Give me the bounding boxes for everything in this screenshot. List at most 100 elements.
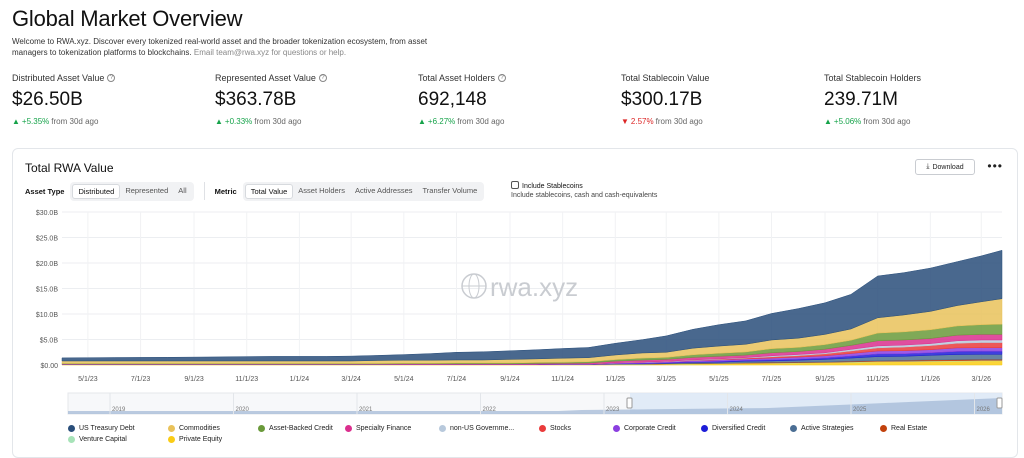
asset-type-option-distributed[interactable]: Distributed bbox=[72, 183, 121, 199]
change-percent: +0.33% bbox=[224, 117, 253, 126]
download-button[interactable]: ⤓ Download bbox=[915, 159, 975, 175]
x-tick-label: 3/1/24 bbox=[341, 376, 361, 383]
legend-label: Specialty Finance bbox=[356, 425, 412, 432]
x-tick-label: 5/1/23 bbox=[78, 376, 98, 383]
x-tick-label: 9/1/25 bbox=[815, 376, 835, 383]
navigator-handle-left bbox=[626, 397, 633, 409]
info-icon[interactable]: ? bbox=[498, 74, 507, 82]
metric-change: ▲ +5.06% from 30d ago bbox=[824, 117, 1014, 126]
asset-type-option-all[interactable]: All bbox=[178, 185, 187, 195]
navigator-year-label: 2020 bbox=[236, 407, 250, 413]
chart-controls: Asset Type Distributed Represented All M… bbox=[25, 181, 485, 201]
legend-swatch bbox=[68, 436, 75, 443]
x-tick-label: 7/1/23 bbox=[131, 376, 151, 383]
chart-areas bbox=[61, 249, 1003, 366]
y-tick-label: $15.0B bbox=[36, 287, 59, 294]
metric-label-text: Total Stablecoin Holders bbox=[824, 73, 922, 83]
include-stablecoins-label: Include Stablecoins bbox=[522, 183, 583, 190]
metric-value: $26.50B bbox=[12, 89, 83, 110]
metric-option-active-addresses[interactable]: Active Addresses bbox=[354, 185, 413, 195]
change-percent: +5.35% bbox=[21, 117, 50, 126]
navigator-handle-right bbox=[996, 397, 1003, 409]
info-icon[interactable]: ? bbox=[107, 74, 116, 82]
legend-item[interactable]: Venture Capital bbox=[68, 436, 127, 443]
metric-value: 692,148 bbox=[418, 89, 487, 110]
legend-label: Asset-Backed Credit bbox=[269, 425, 333, 432]
legend-label: Private Equity bbox=[179, 436, 223, 443]
legend-label: US Treasury Debt bbox=[79, 425, 135, 432]
info-icon[interactable]: ? bbox=[318, 74, 327, 82]
change-period: from 30d ago bbox=[254, 117, 302, 126]
legend-item[interactable]: Corporate Credit bbox=[613, 425, 676, 432]
legend-label: Commodities bbox=[179, 425, 220, 432]
metric-label: Metric bbox=[214, 186, 237, 196]
legend-item[interactable]: Stocks bbox=[539, 425, 571, 432]
navigator-area bbox=[68, 398, 1002, 414]
navigator-year-label: 2023 bbox=[606, 407, 620, 413]
arrow-up-icon: ▲ bbox=[12, 117, 20, 126]
x-tick-label: 7/1/25 bbox=[762, 376, 782, 383]
legend-item[interactable]: US Treasury Debt bbox=[68, 425, 135, 432]
change-percent: +5.06% bbox=[833, 117, 862, 126]
metric-value: $300.17B bbox=[621, 89, 703, 110]
legend-label: Venture Capital bbox=[79, 436, 127, 443]
legend-item[interactable]: Real Estate bbox=[880, 425, 927, 432]
metric-change: ▼ 2.57% from 30d ago bbox=[621, 117, 811, 126]
legend-item[interactable]: Private Equity bbox=[168, 436, 222, 443]
metric-total-asset-holders: Total Asset Holders? 692,148 ▲ +6.27% from… bbox=[418, 73, 608, 126]
y-tick-label: $0.00 bbox=[40, 363, 58, 370]
legend-swatch bbox=[258, 425, 265, 432]
change-period: from 30d ago bbox=[655, 117, 703, 126]
watermark-text: rwa.xyz bbox=[490, 272, 578, 302]
metric-option-total-value[interactable]: Total Value bbox=[244, 183, 294, 199]
rwa-watermark: rwa.xyz bbox=[461, 272, 578, 302]
metric-total-stablecoin-holders: Total Stablecoin Holders 239.71M ▲ +5.06%… bbox=[824, 73, 1014, 126]
range-navigator[interactable]: 2019 2020 2021 2022 2023 2024 2025 2026 bbox=[67, 392, 1003, 415]
legend-swatch bbox=[345, 425, 352, 432]
legend-swatch bbox=[613, 425, 620, 432]
intro-text: Welcome to RWA.xyz. Discover every token… bbox=[12, 36, 442, 58]
y-tick-label: $30.0B bbox=[36, 210, 59, 217]
legend-label: Diversified Credit bbox=[712, 425, 766, 432]
navigator-year-label: 2024 bbox=[730, 407, 744, 413]
change-period: from 30d ago bbox=[863, 117, 911, 126]
asset-type-option-represented[interactable]: Represented bbox=[125, 185, 169, 195]
include-stablecoins-checkbox[interactable] bbox=[511, 181, 519, 189]
download-icon: ⤓ bbox=[926, 163, 930, 170]
legend-item[interactable]: Asset-Backed Credit bbox=[258, 425, 333, 432]
metric-label-text: Distributed Asset Value bbox=[12, 73, 105, 83]
metric-option-asset-holders[interactable]: Asset Holders bbox=[298, 185, 345, 195]
metric-label: Total Stablecoin Holders bbox=[824, 73, 1014, 83]
more-options-button[interactable]: ••• bbox=[987, 159, 1003, 173]
legend-item[interactable]: Active Strategies bbox=[790, 425, 854, 432]
legend-label: non-US Governme... bbox=[450, 425, 515, 432]
legend-item[interactable]: Commodities bbox=[168, 425, 220, 432]
card-title: Total RWA Value bbox=[25, 161, 114, 175]
intro-email[interactable]: Email team@rwa.xyz for questions or help… bbox=[193, 48, 347, 57]
legend-label: Stocks bbox=[550, 425, 572, 432]
x-tick-label: 1/1/26 bbox=[921, 376, 941, 383]
metric-change: ▲ +5.35% from 30d ago bbox=[12, 117, 202, 126]
y-tick-label: $25.0B bbox=[36, 236, 59, 243]
metric-total-stablecoin-value: Total Stablecoin Value $300.17B ▼ 2.57% fr… bbox=[621, 73, 811, 126]
arrow-up-icon: ▲ bbox=[418, 117, 426, 126]
legend-item[interactable]: Specialty Finance bbox=[345, 425, 411, 432]
change-percent: 2.57% bbox=[630, 117, 654, 126]
legend-item[interactable]: Diversified Credit bbox=[701, 425, 765, 432]
legend-label: Real Estate bbox=[891, 425, 928, 432]
x-tick-label: 11/1/25 bbox=[866, 376, 889, 383]
legend-swatch bbox=[168, 425, 175, 432]
legend-label: Corporate Credit bbox=[624, 425, 676, 432]
metric-represented-asset-value: Represented Asset Value? $363.78B ▲ +0.33… bbox=[215, 73, 405, 126]
y-tick-label: $20.0B bbox=[36, 261, 59, 268]
metric-option-transfer-volume[interactable]: Transfer Volume bbox=[422, 185, 478, 195]
area-us-treasury-debt bbox=[61, 249, 1003, 362]
asset-type-label: Asset Type bbox=[25, 186, 65, 196]
include-stablecoins-sublabel: Include stablecoins, cash and cash-equiv… bbox=[511, 192, 658, 199]
metric-label: Represented Asset Value? bbox=[215, 73, 405, 83]
metric-toggle: Total Value Asset Holders Active Address… bbox=[242, 181, 485, 201]
arrow-up-icon: ▲ bbox=[824, 117, 832, 126]
metric-value: 239.71M bbox=[824, 89, 898, 110]
legend-item[interactable]: non-US Governme... bbox=[439, 425, 514, 432]
